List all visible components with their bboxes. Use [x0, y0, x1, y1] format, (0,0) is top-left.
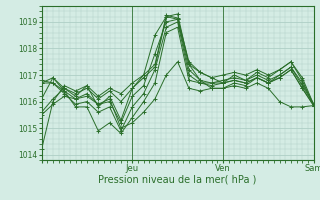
- X-axis label: Pression niveau de la mer( hPa ): Pression niveau de la mer( hPa ): [99, 175, 257, 185]
